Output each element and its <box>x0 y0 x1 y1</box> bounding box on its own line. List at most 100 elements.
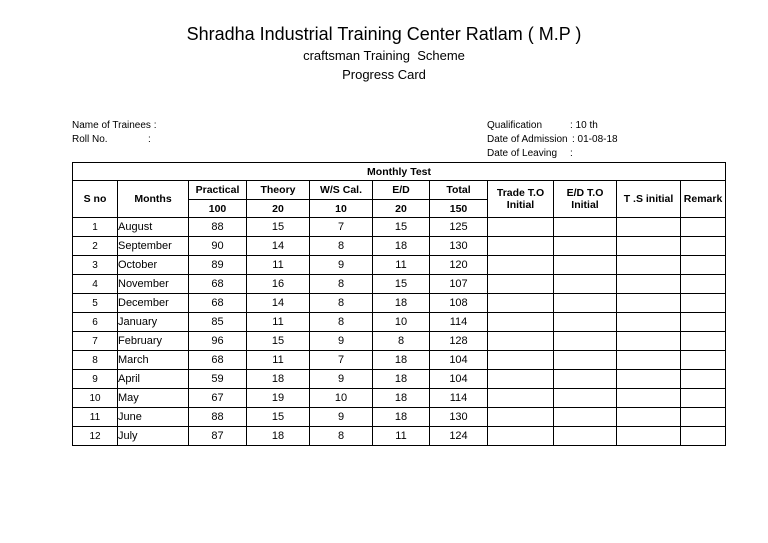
value-cell: 11 <box>246 350 310 370</box>
data-row: 8 March 68 11 7 18 104 <box>72 350 727 370</box>
value-cell: 18 <box>372 293 430 313</box>
value-cell: 16 <box>246 274 310 294</box>
data-row: 10 May 67 19 10 18 114 <box>72 388 727 408</box>
data-row: 5 December 68 14 8 18 108 <box>72 293 727 313</box>
empty-cell <box>616 217 681 237</box>
empty-cell <box>616 255 681 275</box>
field-label: Qualification <box>487 120 543 131</box>
value-cell: 10 <box>72 388 118 408</box>
data-row: 2 September 90 14 8 18 130 <box>72 236 727 256</box>
month-cell: November <box>117 274 189 294</box>
header-row: 100 20 10 20 150 <box>73 199 726 218</box>
value-cell: 90 <box>188 236 247 256</box>
value-cell: 68 <box>188 293 247 313</box>
column-header: W/S Cal. <box>309 180 373 200</box>
subtitle: craftsman Training Scheme <box>303 48 465 63</box>
empty-cell <box>487 293 554 313</box>
column-max: 20 <box>246 199 310 218</box>
value-cell: 89 <box>188 255 247 275</box>
value-cell: 11 <box>246 255 310 275</box>
value-cell: 88 <box>188 217 247 237</box>
empty-cell <box>616 312 681 332</box>
value-cell: 9 <box>72 369 118 389</box>
column-max: 10 <box>309 199 373 218</box>
data-row: 11 June 88 15 9 18 130 <box>72 407 727 427</box>
column-header: Total <box>429 180 488 200</box>
empty-cell <box>487 426 554 446</box>
month-cell: September <box>117 236 189 256</box>
empty-cell <box>487 236 554 256</box>
value-cell: 104 <box>429 369 488 389</box>
value-cell: 18 <box>372 369 430 389</box>
empty-cell <box>679 388 727 408</box>
value-cell: 130 <box>429 236 488 256</box>
value-cell: 3 <box>72 255 118 275</box>
empty-cell <box>616 236 681 256</box>
card-title: Progress Card <box>342 67 426 82</box>
month-cell: April <box>117 369 189 389</box>
data-row: 12 July 87 18 8 11 124 <box>72 426 727 446</box>
value-cell: 120 <box>429 255 488 275</box>
value-cell: 5 <box>72 293 118 313</box>
empty-cell <box>487 274 554 294</box>
value-cell: 104 <box>429 350 488 370</box>
data-row: 9 April 59 18 9 18 104 <box>72 369 727 389</box>
empty-cell <box>679 331 727 351</box>
value-cell: 4 <box>72 274 118 294</box>
empty-cell <box>679 312 727 332</box>
empty-cell <box>553 217 617 237</box>
field-value: : 10 th <box>570 120 598 131</box>
empty-cell <box>679 236 727 256</box>
value-cell: 14 <box>246 293 310 313</box>
month-cell: December <box>117 293 189 313</box>
month-cell: February <box>117 331 189 351</box>
value-cell: 18 <box>372 350 430 370</box>
value-cell: 18 <box>246 369 310 389</box>
value-cell: 67 <box>188 388 247 408</box>
value-cell: 130 <box>429 407 488 427</box>
empty-cell <box>679 293 727 313</box>
value-cell: 15 <box>372 274 430 294</box>
empty-cell <box>553 407 617 427</box>
value-cell: 8 <box>309 293 373 313</box>
value-cell: 124 <box>429 426 488 446</box>
empty-cell <box>553 293 617 313</box>
empty-cell <box>616 274 681 294</box>
data-row: 7 February 96 15 9 8 128 <box>72 331 727 351</box>
title: Shradha Industrial Training Center Ratla… <box>186 24 582 44</box>
empty-cell <box>616 331 681 351</box>
column-max: 20 <box>372 199 430 218</box>
column-header: T .S initial <box>616 180 681 218</box>
value-cell: 87 <box>188 426 247 446</box>
value-cell: 114 <box>429 388 488 408</box>
empty-cell <box>487 312 554 332</box>
empty-cell <box>679 255 727 275</box>
value-cell: 7 <box>309 217 373 237</box>
empty-cell <box>553 312 617 332</box>
empty-cell <box>616 388 681 408</box>
empty-cell <box>679 426 727 446</box>
empty-cell <box>553 274 617 294</box>
value-cell: 7 <box>309 350 373 370</box>
month-cell: July <box>117 426 189 446</box>
empty-cell <box>679 369 727 389</box>
value-cell: 11 <box>246 312 310 332</box>
value-cell: 18 <box>372 388 430 408</box>
field-value: : <box>148 134 151 145</box>
month-cell: August <box>117 217 189 237</box>
column-header: Theory <box>246 180 310 200</box>
value-cell: 8 <box>309 274 373 294</box>
value-cell: 10 <box>309 388 373 408</box>
value-cell: 8 <box>372 331 430 351</box>
empty-cell <box>616 369 681 389</box>
empty-cell <box>553 388 617 408</box>
value-cell: 18 <box>246 426 310 446</box>
value-cell: 15 <box>246 331 310 351</box>
field-label: Name of Trainees : <box>72 120 157 131</box>
column-header: Trade T.O Initial <box>487 180 554 218</box>
value-cell: 114 <box>429 312 488 332</box>
column-header: Remark <box>679 180 727 218</box>
value-cell: 18 <box>372 236 430 256</box>
value-cell: 9 <box>309 331 373 351</box>
